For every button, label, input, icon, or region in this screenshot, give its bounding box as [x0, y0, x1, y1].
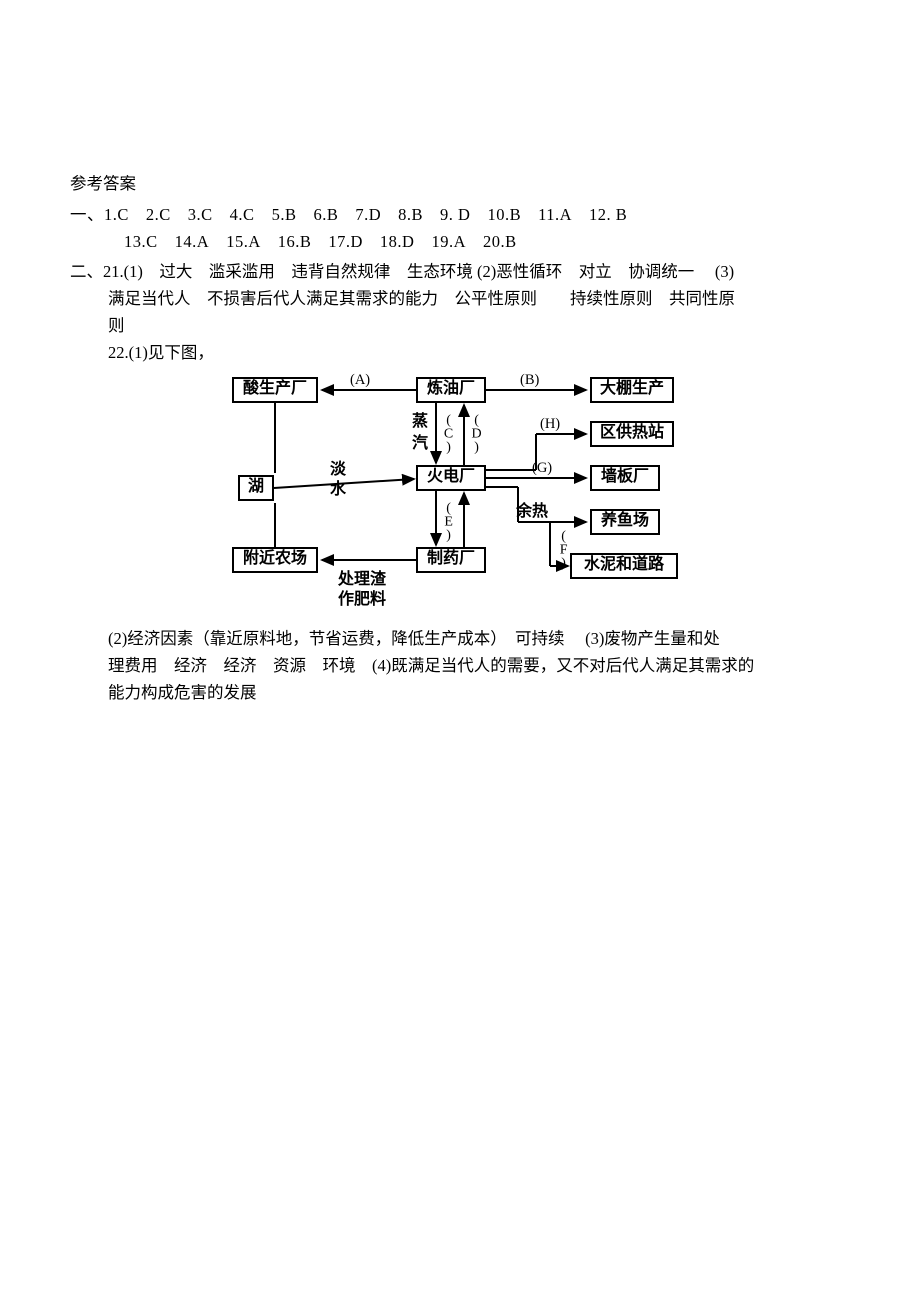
label-fresh2: 水 [330, 477, 346, 503]
answer-item: 8.B [398, 205, 423, 224]
answer-item: 14.A [175, 232, 210, 251]
answer-item: 7.D [355, 205, 381, 224]
node-farm: 附近农场 [232, 547, 318, 573]
answer-item: 15.A [226, 232, 261, 251]
answer-item: 16.B [278, 232, 312, 251]
bottom-line2: 理费用 经济 经济 资源 环境 (4)既满足当代人的需要，又不对后代人满足其需求… [70, 652, 850, 679]
label-h: (H) [540, 413, 560, 437]
node-heat: 区供热站 [590, 421, 674, 447]
node-fish: 养鱼场 [590, 509, 660, 535]
section2-line4: 22.(1)见下图， [70, 339, 850, 366]
label-e: (E) [437, 501, 460, 542]
label-g: (G) [532, 457, 552, 481]
answer-heading: 参考答案 [70, 170, 850, 197]
answer-item: 6.B [313, 205, 338, 224]
node-greenhouse: 大棚生产 [590, 377, 674, 403]
node-pharma: 制药厂 [416, 547, 486, 573]
node-acid: 酸生产厂 [232, 377, 318, 403]
answer-item: 1.C [104, 205, 129, 224]
answer-item: 4.C [230, 205, 255, 224]
label-slag2: 作肥料 [338, 587, 386, 613]
answer-item: 3.C [188, 205, 213, 224]
section2-line2: 满足当代人 不损害后代人满足其需求的能力 公平性原则 持续性原则 共同性原 [70, 285, 850, 312]
node-refine: 炼油厂 [416, 377, 486, 403]
section1-row2: 13.C 14.A 15.A 16.B 17.D 18.D 19.A 20.B [70, 228, 850, 255]
bottom-line3: 能力构成危害的发展 [70, 679, 850, 706]
node-cement: 水泥和道路 [570, 553, 678, 579]
section2-line3: 则 [70, 312, 850, 339]
answer-item: 2.C [146, 205, 171, 224]
diagram-container: 酸生产厂 炼油厂 大棚生产 区供热站 湖 火电厂 墙板厂 养鱼场 附近农场 制药… [70, 375, 850, 615]
answer-item: 9. D [440, 205, 470, 224]
node-wall: 墙板厂 [590, 465, 660, 491]
section1-row1: 一、1.C 2.C 3.C 4.C 5.B 6.B 7.D 8.B 9. D 10.B 11.A 12… [70, 201, 850, 228]
answer-item: 18.D [380, 232, 415, 251]
label-steam2: 汽 [412, 431, 428, 457]
answer-item: 13.C [124, 232, 158, 251]
flow-diagram: 酸生产厂 炼油厂 大棚生产 区供热站 湖 火电厂 墙板厂 养鱼场 附近农场 制药… [220, 375, 700, 615]
label-d: (D) [465, 413, 488, 454]
answer-item: 20.B [483, 232, 517, 251]
label-a: (A) [350, 369, 370, 393]
node-lake: 湖 [238, 475, 274, 501]
answer-item: 10.B [487, 205, 521, 224]
section2-line1: 二、21.(1) 过大 滥采滥用 违背自然规律 生态环境 (2)恶性循环 对立 … [70, 258, 850, 285]
bottom-line1: (2)经济因素（靠近原料地，节省运费，降低生产成本） 可持续 (3)废物产生量和… [70, 625, 850, 652]
answer-item: 12. B [589, 205, 627, 224]
section1-prefix: 一、 [70, 205, 104, 224]
node-power: 火电厂 [416, 465, 486, 491]
answer-item: 11.A [538, 205, 572, 224]
label-c: (C) [437, 413, 460, 454]
label-b: (B) [520, 369, 539, 393]
answer-item: 19.A [431, 232, 466, 251]
answer-item: 17.D [328, 232, 363, 251]
answer-item: 5.B [272, 205, 297, 224]
label-f: (F) [552, 529, 575, 570]
label-wasteheat: 余热 [516, 499, 548, 525]
